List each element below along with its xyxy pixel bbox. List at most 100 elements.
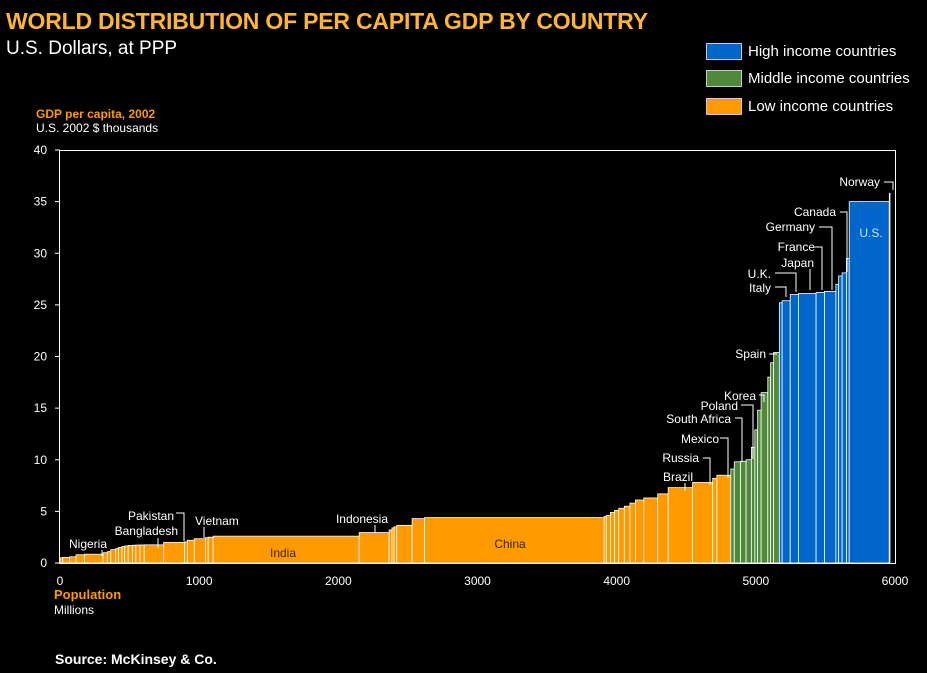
legend-item-middle: Middle income countries: [706, 70, 910, 87]
bar-low-3: [75, 554, 85, 564]
label-france: France: [778, 240, 816, 254]
x-tick-label: 4000: [603, 574, 630, 588]
leader-lines: [101, 181, 894, 556]
bar-low-44: [716, 474, 732, 564]
label-south-africa: South Africa: [666, 412, 731, 426]
bar-middle-5: [754, 429, 759, 564]
x-axis-unit: Millions: [54, 603, 95, 617]
leader-mexico: [720, 437, 729, 478]
legend-item-low: Low income countries: [706, 98, 893, 115]
leader-france: [815, 246, 823, 290]
leader-italy: [775, 286, 787, 297]
bar-middle-3: [745, 459, 752, 564]
legend-swatch-low: [706, 98, 742, 115]
bar-low-20: [193, 538, 206, 564]
bar-middle-4: [750, 446, 756, 564]
y-tick-label: 5: [40, 504, 47, 518]
bar-low-38: [635, 499, 645, 564]
y-tick-label: 25: [34, 298, 48, 312]
chart-subtitle: U.S. Dollars, at PPP: [6, 38, 178, 59]
leader-germany: [819, 226, 833, 290]
y-tick-label: 30: [34, 246, 48, 260]
bar-high-8: [841, 272, 847, 564]
legend-label-high: High income countries: [748, 43, 897, 60]
label-indonesia: Indonesia: [336, 512, 388, 526]
bar-low-11: [124, 545, 129, 564]
leader-korea: [759, 394, 765, 402]
bar-low-16: [143, 544, 165, 564]
bar-low-27: [393, 526, 398, 564]
bar-high-9: [846, 258, 850, 564]
x-tick-label: 1000: [186, 574, 213, 588]
bar-middle-1: [733, 461, 741, 564]
label-poland: Poland: [701, 399, 738, 413]
label-china: China: [494, 537, 526, 551]
bar-middle-2: [740, 460, 747, 564]
bar-low-21: [205, 537, 209, 564]
bar-low-25: [388, 529, 393, 564]
bar-low-40: [657, 493, 669, 564]
label-uk: U.K.: [748, 267, 771, 281]
bar-low-42: [692, 482, 714, 564]
chart-title: WORLD DISTRIBUTION OF PER CAPITA GDP BY …: [6, 8, 648, 34]
label-bangladesh: Bangladesh: [115, 524, 178, 538]
label-germany: Germany: [766, 220, 815, 234]
bar-high-1: [781, 300, 791, 564]
label-canada: Canada: [794, 205, 836, 219]
bar-high-10: [848, 201, 890, 564]
country-labels: Nigeria Bangladesh Pakistan Vietnam Indi…: [69, 175, 883, 560]
bar-high-2: [789, 294, 799, 564]
label-russia: Russia: [662, 451, 699, 465]
bar-middle-7: [760, 392, 769, 564]
bar-low-19: [186, 539, 195, 564]
bar-low-34: [614, 509, 620, 564]
label-brazil: Brazil: [663, 470, 693, 484]
legend-item-high: High income countries: [706, 43, 896, 60]
bar-low-35: [618, 507, 625, 564]
leader-poland: [741, 404, 754, 459]
x-tick-label: 2000: [325, 574, 352, 588]
bar-low-29: [411, 518, 426, 564]
bar-high-3: [798, 293, 817, 564]
label-nigeria: Nigeria: [69, 537, 107, 551]
bar-low-0: [59, 557, 64, 564]
bar-low-6: [106, 551, 112, 564]
leader-russia: [703, 457, 711, 485]
x-tick-label: 3000: [464, 574, 491, 588]
leader-norway: [884, 181, 894, 190]
bar-middle-0: [730, 468, 735, 564]
bar-low-28: [396, 524, 413, 564]
y-tick-label: 20: [34, 350, 48, 364]
y-axis-unit: U.S. 2002 $ thousands: [36, 121, 159, 135]
bar-low-5: [102, 552, 108, 564]
bar-low-9: [118, 547, 123, 564]
x-tick-label: 6000: [882, 574, 909, 588]
label-spain: Spain: [735, 347, 766, 361]
bar-low-1: [62, 556, 71, 564]
y-tick-label: 15: [34, 401, 48, 415]
leader-pakistan: [176, 512, 185, 541]
bar-low-10: [121, 546, 126, 564]
leader-canada: [840, 211, 848, 272]
bar-high-4: [815, 292, 825, 564]
bar-low-2: [69, 556, 77, 564]
leader-south-africa: [735, 417, 743, 462]
bar-low-15: [139, 544, 145, 564]
bar-low-8: [115, 548, 119, 564]
bar-low-33: [610, 512, 615, 564]
y-tick-label: 35: [34, 195, 48, 209]
bar-low-37: [629, 502, 636, 564]
label-korea: Korea: [724, 389, 756, 403]
bar-low-12: [127, 545, 133, 564]
label-india: India: [270, 546, 296, 560]
bar-high-0: [778, 302, 783, 564]
label-norway: Norway: [839, 175, 880, 189]
bar-high-11: [888, 192, 891, 564]
label-pakistan: Pakistan: [128, 509, 174, 523]
bars-group: [59, 192, 891, 564]
bar-low-17: [163, 541, 185, 564]
x-tick-label: 0: [57, 574, 64, 588]
legend-label-low: Low income countries: [748, 98, 894, 115]
bar-middle-10: [773, 351, 780, 564]
x-axis-title: Population: [54, 587, 122, 602]
